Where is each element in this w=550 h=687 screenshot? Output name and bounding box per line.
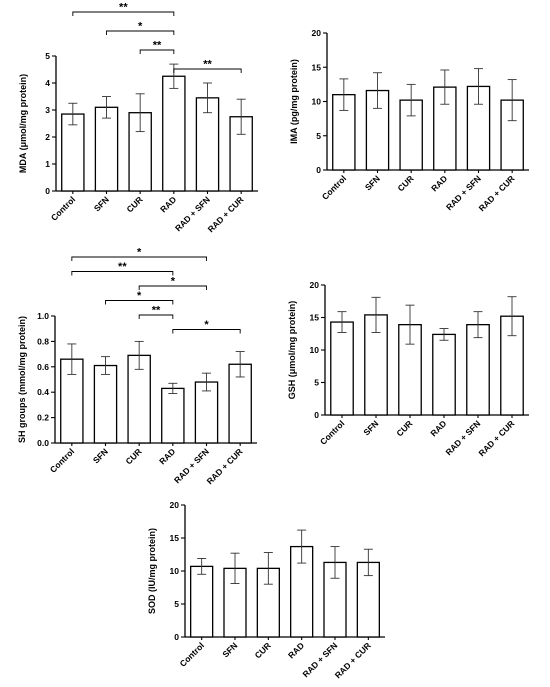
y-axis-label: IMA (pg/mg protein)	[289, 59, 299, 144]
significance-label: **	[203, 59, 212, 71]
x-tick-label: Control	[178, 640, 206, 668]
y-tick-label: 0	[316, 165, 321, 175]
x-tick-label: RAD	[286, 640, 306, 660]
y-axis-label: GSH (μmol/mg protein)	[287, 301, 297, 400]
y-tick-label: 20	[312, 28, 322, 38]
x-tick-label: CUR	[395, 173, 415, 193]
y-tick-label: 0.8	[37, 336, 49, 346]
y-tick-label: 0.4	[37, 387, 49, 397]
x-tick-label: CUR	[124, 194, 144, 214]
x-tick-label: SFN	[220, 640, 239, 659]
y-tick-label: 20	[170, 500, 180, 510]
y-tick-label: 0	[314, 410, 319, 420]
significance-label: **	[118, 261, 127, 273]
bar-2	[94, 106, 119, 192]
bar-1	[330, 321, 354, 416]
x-tick-label: Control	[49, 194, 77, 222]
x-tick-label: CUR	[253, 640, 273, 660]
y-axis-label: MDA (μmol/mg protein)	[18, 74, 28, 173]
chart-panel-2: 0 5 10 15 20 IMA (pg/mg protein) Control SFN CUR…	[289, 28, 529, 213]
significance-label: *	[137, 290, 142, 302]
significance-bracket	[106, 30, 175, 35]
y-tick-label: 5	[316, 131, 321, 141]
bar-5	[466, 323, 490, 416]
y-axis-label: SOD (IU/mg protein)	[147, 528, 157, 614]
significance-bracket	[72, 11, 175, 16]
bar-4	[161, 387, 185, 444]
x-tick-label: RAD	[157, 446, 177, 466]
significance-label: *	[204, 319, 209, 331]
x-tick-label: Control	[48, 446, 76, 474]
chart-panel-3: 0.0 0.2 0.4 0.6 0.8 1.0 SH groups (mmol/mg pro…	[17, 247, 257, 486]
significance-label: **	[153, 40, 162, 52]
significance-bracket	[71, 256, 207, 261]
significance-bracket	[138, 285, 207, 290]
y-tick-label: 1	[45, 159, 50, 169]
significance-bracket	[71, 271, 174, 276]
x-tick-label: SFN	[92, 194, 111, 213]
y-tick-label: 0.6	[37, 362, 49, 372]
bar-4	[432, 333, 456, 416]
x-tick-label: RAD + CUR	[205, 446, 245, 486]
bar-1	[190, 565, 214, 638]
bar-4	[162, 75, 186, 192]
significance-bracket	[138, 314, 174, 319]
bar-1	[61, 113, 85, 192]
x-tick-label: SFN	[91, 446, 110, 465]
significance-label: *	[171, 276, 176, 288]
significance-bracket	[105, 300, 174, 305]
significance-label: **	[119, 2, 128, 14]
y-tick-label: 4	[45, 78, 50, 88]
y-tick-label: 0	[45, 186, 50, 196]
x-tick-label: RAD	[429, 173, 449, 193]
y-tick-label: 0.2	[37, 413, 49, 423]
y-tick-label: 0.0	[37, 438, 49, 448]
significance-bracket	[172, 329, 241, 334]
y-tick-label: 0	[174, 632, 179, 642]
bar-2	[93, 364, 118, 444]
y-tick-label: 10	[170, 566, 180, 576]
significance-label: *	[138, 21, 143, 33]
x-tick-label: RAD	[428, 418, 448, 438]
x-tick-label: Control	[320, 173, 348, 201]
x-tick-label: RAD + CUR	[477, 173, 517, 213]
y-tick-label: 20	[310, 280, 320, 290]
x-tick-label: RAD	[158, 194, 178, 214]
significance-label: **	[152, 305, 161, 317]
y-tick-label: 2	[45, 132, 50, 142]
y-tick-label: 5	[45, 51, 50, 61]
x-tick-label: Control	[318, 418, 346, 446]
significance-bracket	[173, 68, 242, 73]
y-axis-label: SH groups (mmol/mg protein)	[17, 316, 27, 443]
x-tick-label: CUR	[394, 418, 414, 438]
chart-panel-1: 0 1 2 3 4 5 MDA (μmol/mg protein) Control SFN CUR…	[18, 2, 258, 234]
y-tick-label: 5	[174, 599, 179, 609]
y-tick-label: 10	[310, 345, 320, 355]
y-tick-label: 3	[45, 105, 50, 115]
chart-panel-4: 0 5 10 15 20 GSH (μmol/mg protein) Control SFN C…	[287, 280, 529, 458]
y-tick-label: 15	[170, 533, 180, 543]
x-tick-label: RAD + CUR	[476, 418, 516, 458]
chart-panel-5: 0 5 10 15 20 SOD (IU/mg protein) Control SFN CUR…	[147, 500, 385, 680]
x-tick-label: RAD + CUR	[333, 640, 373, 680]
x-tick-label: RAD + CUR	[206, 194, 246, 234]
y-tick-label: 15	[312, 62, 322, 72]
significance-bracket	[139, 49, 175, 54]
y-tick-label: 10	[312, 97, 322, 107]
x-tick-label: SFN	[363, 173, 382, 192]
y-tick-label: 15	[310, 313, 320, 323]
x-tick-label: CUR	[123, 446, 143, 466]
significance-label: *	[137, 247, 142, 259]
x-tick-label: SFN	[361, 418, 380, 437]
y-tick-label: 1.0	[37, 311, 49, 321]
y-tick-label: 5	[314, 378, 319, 388]
